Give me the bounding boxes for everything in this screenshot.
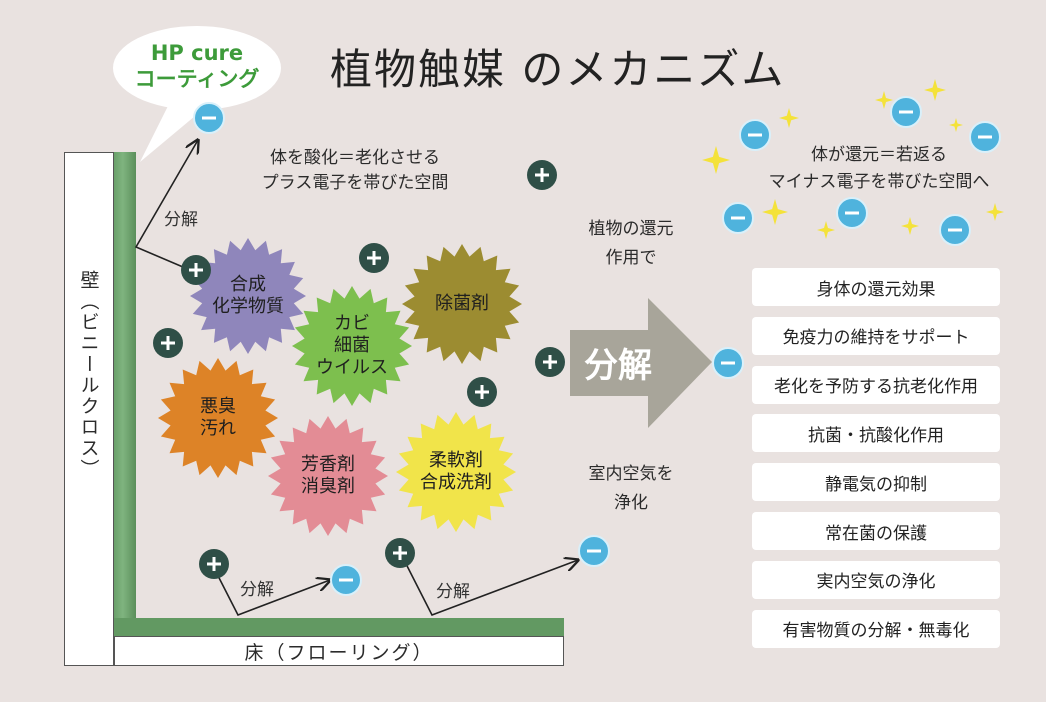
minus-charge-icon-7 xyxy=(969,121,1001,153)
minus-charge-icon-3 xyxy=(578,535,610,567)
pollutant-burst-3 xyxy=(402,244,522,364)
minus-charge-icon-8 xyxy=(722,202,754,234)
pollutant-label-2-line2: 細菌 xyxy=(334,335,370,356)
decompose-arrow-wall xyxy=(134,140,198,271)
decompose-arrow-floor-right xyxy=(401,555,578,617)
sparkle-icon-8 xyxy=(986,203,1004,221)
pollutant-label-5-line2: 消臭剤 xyxy=(301,476,355,497)
sparkle-icon-6 xyxy=(817,221,835,239)
sparkle-icon-3 xyxy=(779,108,799,128)
plant-note-line1: 植物の還元 xyxy=(588,219,674,239)
wall-label: 壁（ビニールクロス） xyxy=(77,270,100,480)
pollutant-label-5-line1: 芳香剤 xyxy=(301,454,355,475)
plant-note: 植物の還元 作用で xyxy=(566,215,696,273)
pollutant-label-2-line3: ウイルス xyxy=(316,357,388,378)
minus-charge-icon-6 xyxy=(890,96,922,128)
floor xyxy=(114,636,564,666)
sparkle-icon-9 xyxy=(949,118,963,132)
pollutant-label-1: 合成 化学物質 xyxy=(188,274,308,318)
effect-item-6: 常在菌の保護 xyxy=(752,512,1000,550)
air-note-line2: 浄化 xyxy=(614,493,648,513)
pollutant-label-6-line1: 柔軟剤 xyxy=(429,450,483,471)
plant-note-line2: 作用で xyxy=(605,248,657,268)
big-arrow-label: 分解 xyxy=(584,346,652,386)
pollutant-label-1-line2: 化学物質 xyxy=(212,296,284,317)
wall-coating xyxy=(114,152,136,636)
minus-charge-icon-5 xyxy=(739,119,771,151)
air-note: 室内空気を 浄化 xyxy=(566,460,696,518)
minus-charge-icon-9 xyxy=(836,197,868,229)
coating-label-line1: HP cure xyxy=(150,41,244,65)
air-note-line1: 室内空気を xyxy=(588,464,674,484)
pollutant-label-3: 除菌剤 xyxy=(402,293,522,315)
oxidation-note-line2: プラス電子を帯びた空間 xyxy=(261,173,449,193)
sparkle-icon-5 xyxy=(762,199,788,225)
effect-item-7: 実内空気の浄化 xyxy=(752,560,1000,599)
big-decompose-arrow xyxy=(570,298,712,428)
sparkle-icon-1 xyxy=(875,91,893,109)
plus-charge-icon-1 xyxy=(181,255,211,285)
wall xyxy=(64,152,114,666)
pollutant-burst-6 xyxy=(396,412,516,532)
decompose-label-floor-left: 分解 xyxy=(240,580,274,600)
plus-charge-icon-2 xyxy=(153,328,183,358)
sparkle-icon-2 xyxy=(924,79,946,101)
sparkle-icon-4 xyxy=(702,146,730,174)
effect-item-4: 抗菌・抗酸化作用 xyxy=(752,414,1000,453)
minus-charge-icon-2 xyxy=(330,564,362,596)
pollutant-burst-2 xyxy=(292,286,412,406)
sparkle-icon-7 xyxy=(901,217,919,235)
effect-item-5: 静電気の抑制 xyxy=(752,463,1000,502)
decompose-label-wall: 分解 xyxy=(164,210,198,230)
pollutant-burst-4 xyxy=(158,358,278,478)
decompose-arrow-floor-left xyxy=(213,567,330,617)
effect-item-1: 身体の還元効果 xyxy=(752,268,1000,306)
oxidation-note: 体を酸化＝老化させる プラス電子を帯びた空間 xyxy=(250,146,460,196)
pollutant-label-6-line2: 合成洗剤 xyxy=(420,472,492,493)
minus-charge-icon-4 xyxy=(712,347,744,379)
pollutant-label-4-line1: 悪臭 xyxy=(200,396,236,417)
pollutant-label-1-line1: 合成 xyxy=(230,274,266,295)
pollutant-burst-5 xyxy=(268,416,388,536)
pollutant-label-3-line1: 除菌剤 xyxy=(435,293,489,314)
oxidation-note-line1: 体を酸化＝老化させる xyxy=(270,148,440,168)
pollutant-label-4-line2: 汚れ xyxy=(200,418,236,439)
floor-coating xyxy=(114,618,564,636)
plus-charge-icon-8 xyxy=(385,538,415,568)
pollutant-burst-1 xyxy=(190,238,306,354)
speech-bubble xyxy=(113,26,281,162)
plus-charge-icon-7 xyxy=(199,549,229,579)
reduction-note-line1: 体が還元＝若返る xyxy=(811,145,947,165)
pollutant-label-2: カビ 細菌 ウイルス xyxy=(292,313,412,379)
pollutant-label-6: 柔軟剤 合成洗剤 xyxy=(396,450,516,494)
pollutant-label-4: 悪臭 汚れ xyxy=(158,396,278,440)
minus-charge-icon-10 xyxy=(939,214,971,246)
effect-item-2: 免疫力の維持をサポート xyxy=(752,316,1000,355)
coating-label: HP cure コーティング xyxy=(112,40,282,92)
plus-charge-icon-6 xyxy=(535,347,565,377)
pollutant-label-2-line1: カビ xyxy=(334,313,370,334)
floor-label: 床（フローリング） xyxy=(244,642,434,664)
effect-item-8: 有害物質の分解・無毒化 xyxy=(752,609,1000,648)
decompose-label-floor-right: 分解 xyxy=(436,582,470,602)
reduction-note-line2: マイナス電子を帯びた空間へ xyxy=(768,172,990,192)
pollutant-label-5: 芳香剤 消臭剤 xyxy=(268,454,388,498)
plus-charge-icon-5 xyxy=(467,377,497,407)
effect-item-3: 老化を予防する抗老化作用 xyxy=(752,365,1000,404)
page-title: 植物触媒 のメカニズム xyxy=(330,45,786,94)
coating-label-line2: コーティング xyxy=(134,67,260,91)
minus-charge-icon-1 xyxy=(193,102,225,134)
reduction-note: 体が還元＝若返る マイナス電子を帯びた空間へ xyxy=(748,142,1010,196)
plus-charge-icon-3 xyxy=(359,243,389,273)
plus-charge-icon-4 xyxy=(527,160,557,190)
